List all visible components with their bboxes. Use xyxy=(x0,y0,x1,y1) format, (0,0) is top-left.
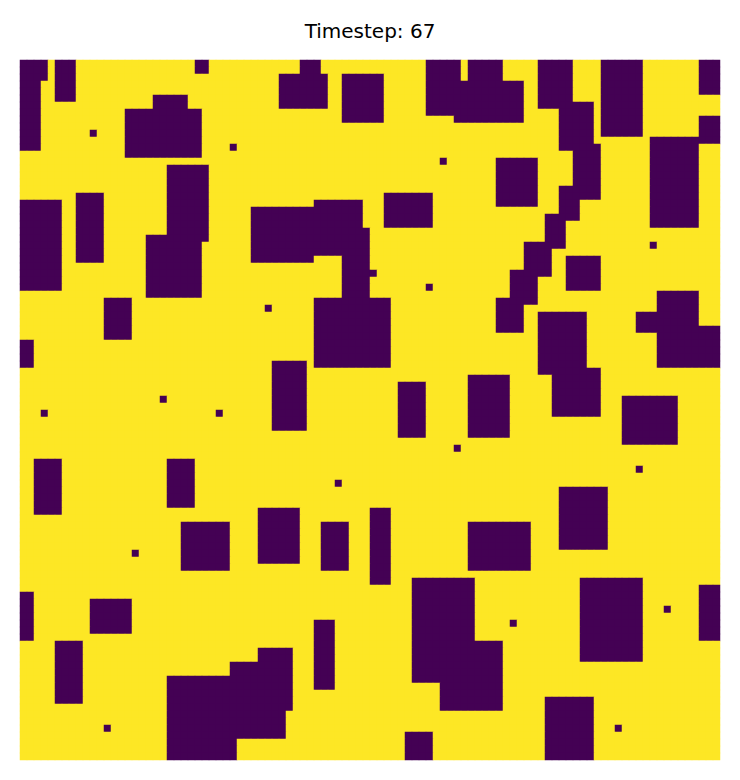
svg-text:Timestep: 67: Timestep: 67 xyxy=(304,19,436,43)
